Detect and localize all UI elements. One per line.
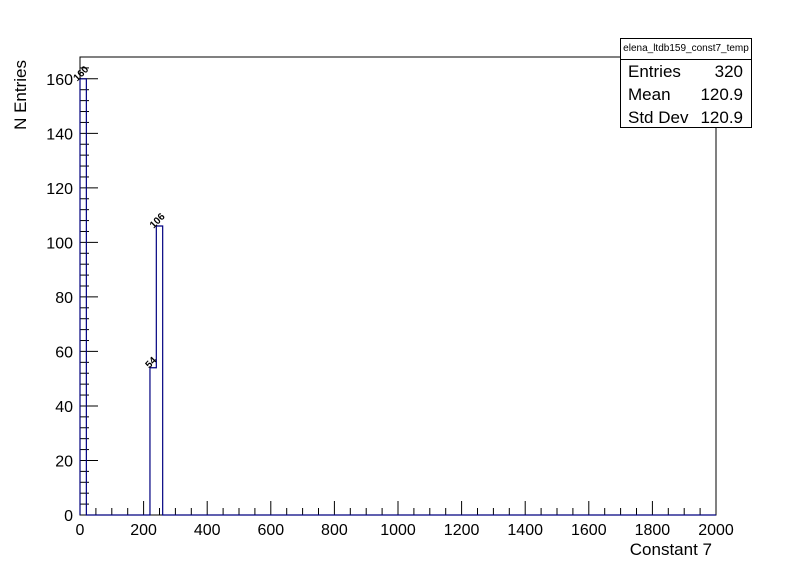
x-tick-label: 200: [130, 522, 157, 539]
stats-stddev-label: Std Dev: [628, 108, 689, 127]
x-axis-ticks: [79, 501, 717, 515]
histogram-outline: [79, 78, 716, 516]
bin-value-label: 106: [148, 211, 168, 231]
bin-value-label: 54: [144, 355, 160, 371]
stats-entries-value: 320: [714, 62, 743, 81]
y-axis-ticks: [80, 56, 98, 516]
x-tick-label: 0: [76, 522, 85, 539]
y-tick-label: 100: [46, 235, 73, 252]
y-axis-tick-labels: 0 20 40 60 80 100 120 140 160: [46, 72, 73, 525]
stats-title: elena_ltdb159_const7_temp: [621, 39, 751, 60]
y-tick-label: 40: [55, 399, 73, 416]
y-tick-label: 140: [46, 126, 73, 143]
bin-value-label: 160: [72, 64, 92, 84]
x-axis-title: Constant 7: [630, 540, 712, 559]
x-tick-label: 2000: [698, 522, 734, 539]
stats-box: elena_ltdb159_const7_temp Entries 320 Me…: [620, 38, 752, 128]
x-tick-label: 600: [257, 522, 284, 539]
x-tick-label: 1000: [380, 522, 416, 539]
stats-mean-label: Mean: [628, 85, 671, 104]
x-tick-label: 1200: [444, 522, 480, 539]
x-axis-tick-labels: 0 200 400 600 800 1000 1200 1400 1600 1800 2000: [76, 522, 734, 539]
y-tick-label: 80: [55, 290, 73, 307]
stats-row-stddev: Std Dev 120.9: [621, 106, 751, 129]
stats-stddev-value: 120.9: [700, 108, 743, 127]
stats-row-mean: Mean 120.9: [621, 83, 751, 106]
stats-entries-label: Entries: [628, 62, 681, 81]
x-tick-label: 800: [321, 522, 348, 539]
x-tick-label: 400: [194, 522, 221, 539]
y-tick-label: 60: [55, 344, 73, 361]
x-tick-label: 1800: [635, 522, 671, 539]
x-tick-label: 1600: [571, 522, 607, 539]
y-tick-label: 120: [46, 181, 73, 198]
stats-mean-value: 120.9: [700, 85, 743, 104]
y-tick-label: 20: [55, 453, 73, 470]
stats-row-entries: Entries 320: [621, 60, 751, 83]
y-tick-label: 160: [46, 72, 73, 89]
x-tick-label: 1400: [507, 522, 543, 539]
y-tick-label: 0: [64, 508, 73, 525]
y-axis-title: N Entries: [11, 60, 30, 130]
